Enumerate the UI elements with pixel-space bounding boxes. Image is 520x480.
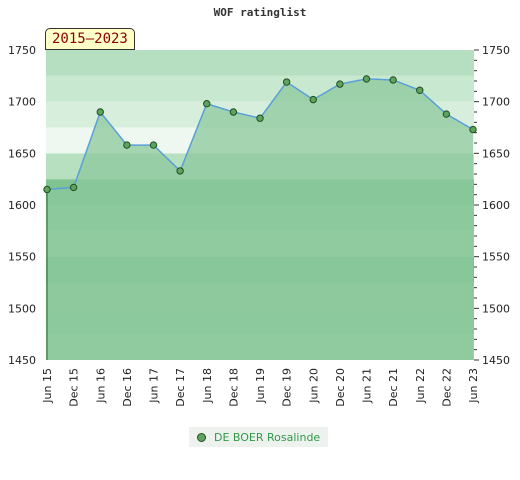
data-point [282, 78, 291, 86]
data-point [362, 75, 371, 83]
y-tick-label-right: 1700 [482, 96, 510, 109]
y-tick-label-right: 1600 [482, 199, 510, 212]
data-point [469, 125, 477, 134]
y-tick-label-left: 1500 [8, 302, 36, 315]
data-point [256, 114, 264, 122]
x-tick-label: Jun 15 [41, 368, 54, 404]
y-tick-label-left: 1600 [8, 199, 36, 212]
legend-marker-icon [197, 432, 206, 442]
data-point [336, 80, 344, 88]
data-point [96, 108, 104, 116]
data-point [176, 167, 184, 175]
y-tick-label-left: 1700 [8, 96, 36, 109]
y-tick-label-left: 1550 [8, 251, 36, 264]
x-tick-label: Dec 22 [440, 368, 453, 407]
x-tick-label: Jun 18 [201, 368, 214, 404]
data-point [309, 95, 317, 104]
y-tick-label-left: 1650 [8, 147, 36, 160]
x-tick-label: Jun 22 [414, 368, 427, 404]
data-point [149, 141, 158, 149]
data-point [203, 100, 211, 108]
legend-label: DE BOER Rosalinde [214, 430, 321, 444]
y-tick-label-right: 1450 [482, 354, 510, 367]
legend[interactable]: DE BOER Rosalinde [189, 427, 329, 447]
x-tick-label: Dec 19 [281, 368, 294, 407]
y-tick-label-right: 1550 [482, 251, 510, 264]
data-point [69, 183, 78, 192]
data-point [229, 108, 238, 116]
x-tick-label: Jun 20 [307, 368, 320, 404]
y-tick-label-left: 1750 [8, 44, 36, 57]
period-badge: 2015–2023 [45, 28, 135, 50]
x-tick-label: Jun 16 [94, 368, 107, 404]
y-tick-label-right: 1500 [482, 302, 510, 315]
y-tick-label-right: 1750 [482, 44, 510, 57]
x-tick-label: Dec 21 [387, 368, 400, 407]
chart-title: WOF ratinglist [213, 6, 307, 19]
x-tick-label: Jun 21 [361, 368, 374, 404]
data-point [389, 76, 397, 84]
x-tick-label: Dec 16 [121, 368, 134, 407]
data-point [123, 141, 131, 149]
background-band [46, 50, 474, 76]
x-tick-label: Dec 20 [334, 368, 347, 407]
y-tick-label-right: 1650 [482, 147, 510, 160]
x-tick-label: Dec 18 [227, 368, 240, 407]
y-tick-label-left: 1450 [8, 354, 36, 367]
x-tick-label: Dec 17 [174, 368, 187, 407]
x-tick-label: Dec 15 [68, 368, 81, 407]
x-tick-label: Jun 19 [254, 368, 267, 404]
data-point [416, 86, 424, 95]
x-tick-label: Jun 23 [467, 368, 480, 404]
data-point [442, 110, 451, 118]
series-area [47, 78, 473, 360]
data-point [43, 185, 51, 194]
x-tick-label: Jun 17 [148, 368, 161, 404]
